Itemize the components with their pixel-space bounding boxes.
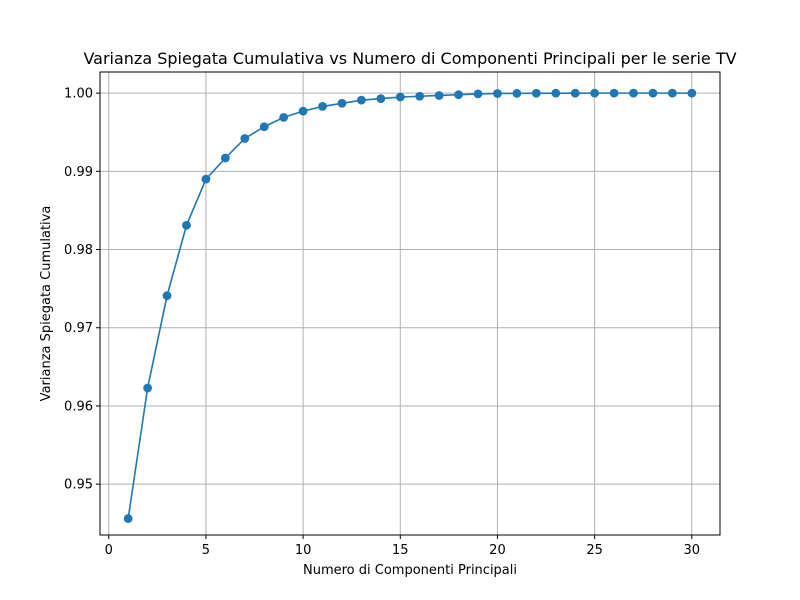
data-point <box>298 106 308 116</box>
plot-frame <box>99 71 721 536</box>
x-axis-label: Numero di Componenti Principali <box>303 563 517 578</box>
data-point <box>434 91 444 100</box>
data-point <box>629 88 638 98</box>
chart-title: Varianza Spiegata Cumulativa vs Numero d… <box>83 49 736 68</box>
data-point <box>279 112 289 122</box>
data-point <box>220 153 230 163</box>
y-tick-label: 0.97 <box>64 321 93 336</box>
data-point <box>162 291 172 301</box>
x-tick-label: 20 <box>489 543 506 558</box>
data-point <box>473 89 483 99</box>
y-tick-label: 1.00 <box>64 87 93 102</box>
data-point <box>337 98 347 108</box>
data-point <box>687 88 697 98</box>
data-point <box>201 174 211 184</box>
x-tick-label: 15 <box>392 543 409 558</box>
data-point <box>123 514 133 523</box>
data-point <box>259 122 269 132</box>
y-tick-label: 0.95 <box>64 478 93 493</box>
y-tick-label: 0.98 <box>64 243 93 258</box>
data-point <box>570 88 580 98</box>
data-point <box>395 92 405 102</box>
y-tick-label: 0.99 <box>64 165 93 180</box>
data-point <box>318 102 327 111</box>
data-point <box>531 88 541 98</box>
x-tick-label: 30 <box>684 543 701 558</box>
data-point <box>376 94 386 103</box>
data-point <box>648 88 658 98</box>
x-axis: 0 5 10 15 20 25 30 <box>105 535 700 558</box>
x-tick-label: 25 <box>586 543 603 558</box>
plot-area <box>100 72 720 535</box>
data-point <box>240 134 250 143</box>
data-point <box>454 90 463 100</box>
data-point <box>415 91 425 101</box>
data-point <box>493 89 502 98</box>
x-tick-label: 0 <box>105 543 113 558</box>
x-tick-label: 10 <box>295 543 312 558</box>
data-point <box>609 88 619 98</box>
data-point <box>667 88 677 98</box>
y-axis: 0.95 0.96 0.97 0.98 0.99 1.00 <box>64 87 100 493</box>
y-tick-label: 0.96 <box>64 399 93 414</box>
data-point <box>512 88 522 98</box>
data-point <box>551 88 561 98</box>
data-point <box>590 88 600 98</box>
x-tick-label: 5 <box>202 543 210 558</box>
data-point <box>143 383 153 393</box>
y-axis-label: Varianza Spiegata Cumulativa <box>39 206 54 402</box>
series-layer <box>123 88 697 523</box>
data-point <box>182 220 191 230</box>
data-point <box>357 95 366 105</box>
